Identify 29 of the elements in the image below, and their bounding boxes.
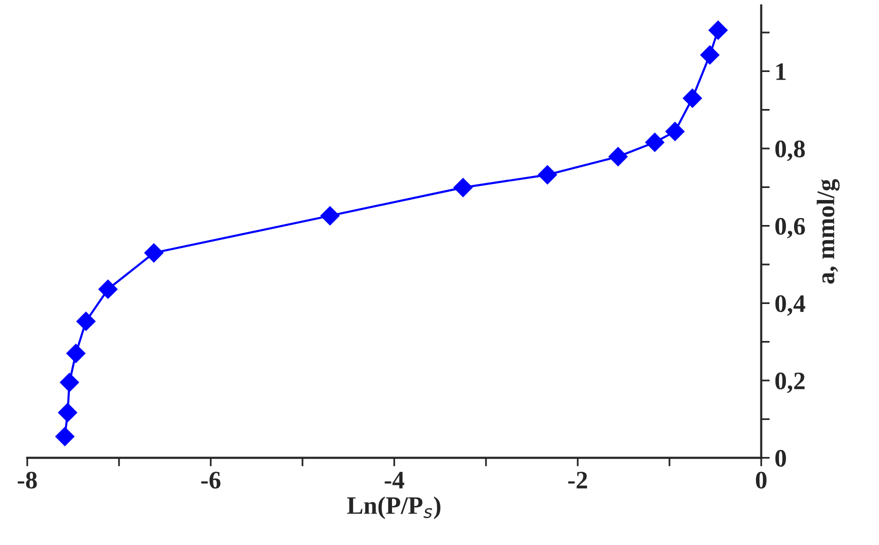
point: [55, 427, 74, 446]
point: [454, 178, 473, 198]
x-tick-label: -4: [384, 472, 404, 488]
point: [645, 132, 664, 152]
x-tick-label: -8: [18, 472, 37, 489]
point: [60, 372, 79, 392]
y-axis-title: a, mmol/g: [816, 179, 840, 284]
x-tick-label: -2: [568, 472, 588, 488]
y-tick-label: 0,4: [775, 295, 806, 316]
y-tick-label: 0,6: [775, 218, 805, 238]
point: [538, 165, 557, 184]
x-tick-label: 0: [756, 472, 767, 489]
y-tick-label: 0,8: [775, 140, 805, 162]
y-tick-label: 1: [776, 63, 786, 80]
point: [665, 122, 685, 142]
y-tick-label: 0,2: [775, 372, 805, 394]
point: [98, 280, 118, 299]
point: [682, 88, 702, 108]
point: [708, 20, 728, 40]
point: [320, 206, 340, 226]
point: [76, 312, 96, 331]
x-axis-title: Ln(P/P$_{s}$): [347, 496, 440, 520]
y-tick-label: 0: [775, 450, 786, 467]
point: [144, 243, 164, 262]
x-tick-label: -6: [201, 472, 220, 489]
point: [700, 45, 720, 64]
point: [58, 403, 78, 422]
point: [608, 147, 628, 166]
point: [66, 344, 86, 363]
